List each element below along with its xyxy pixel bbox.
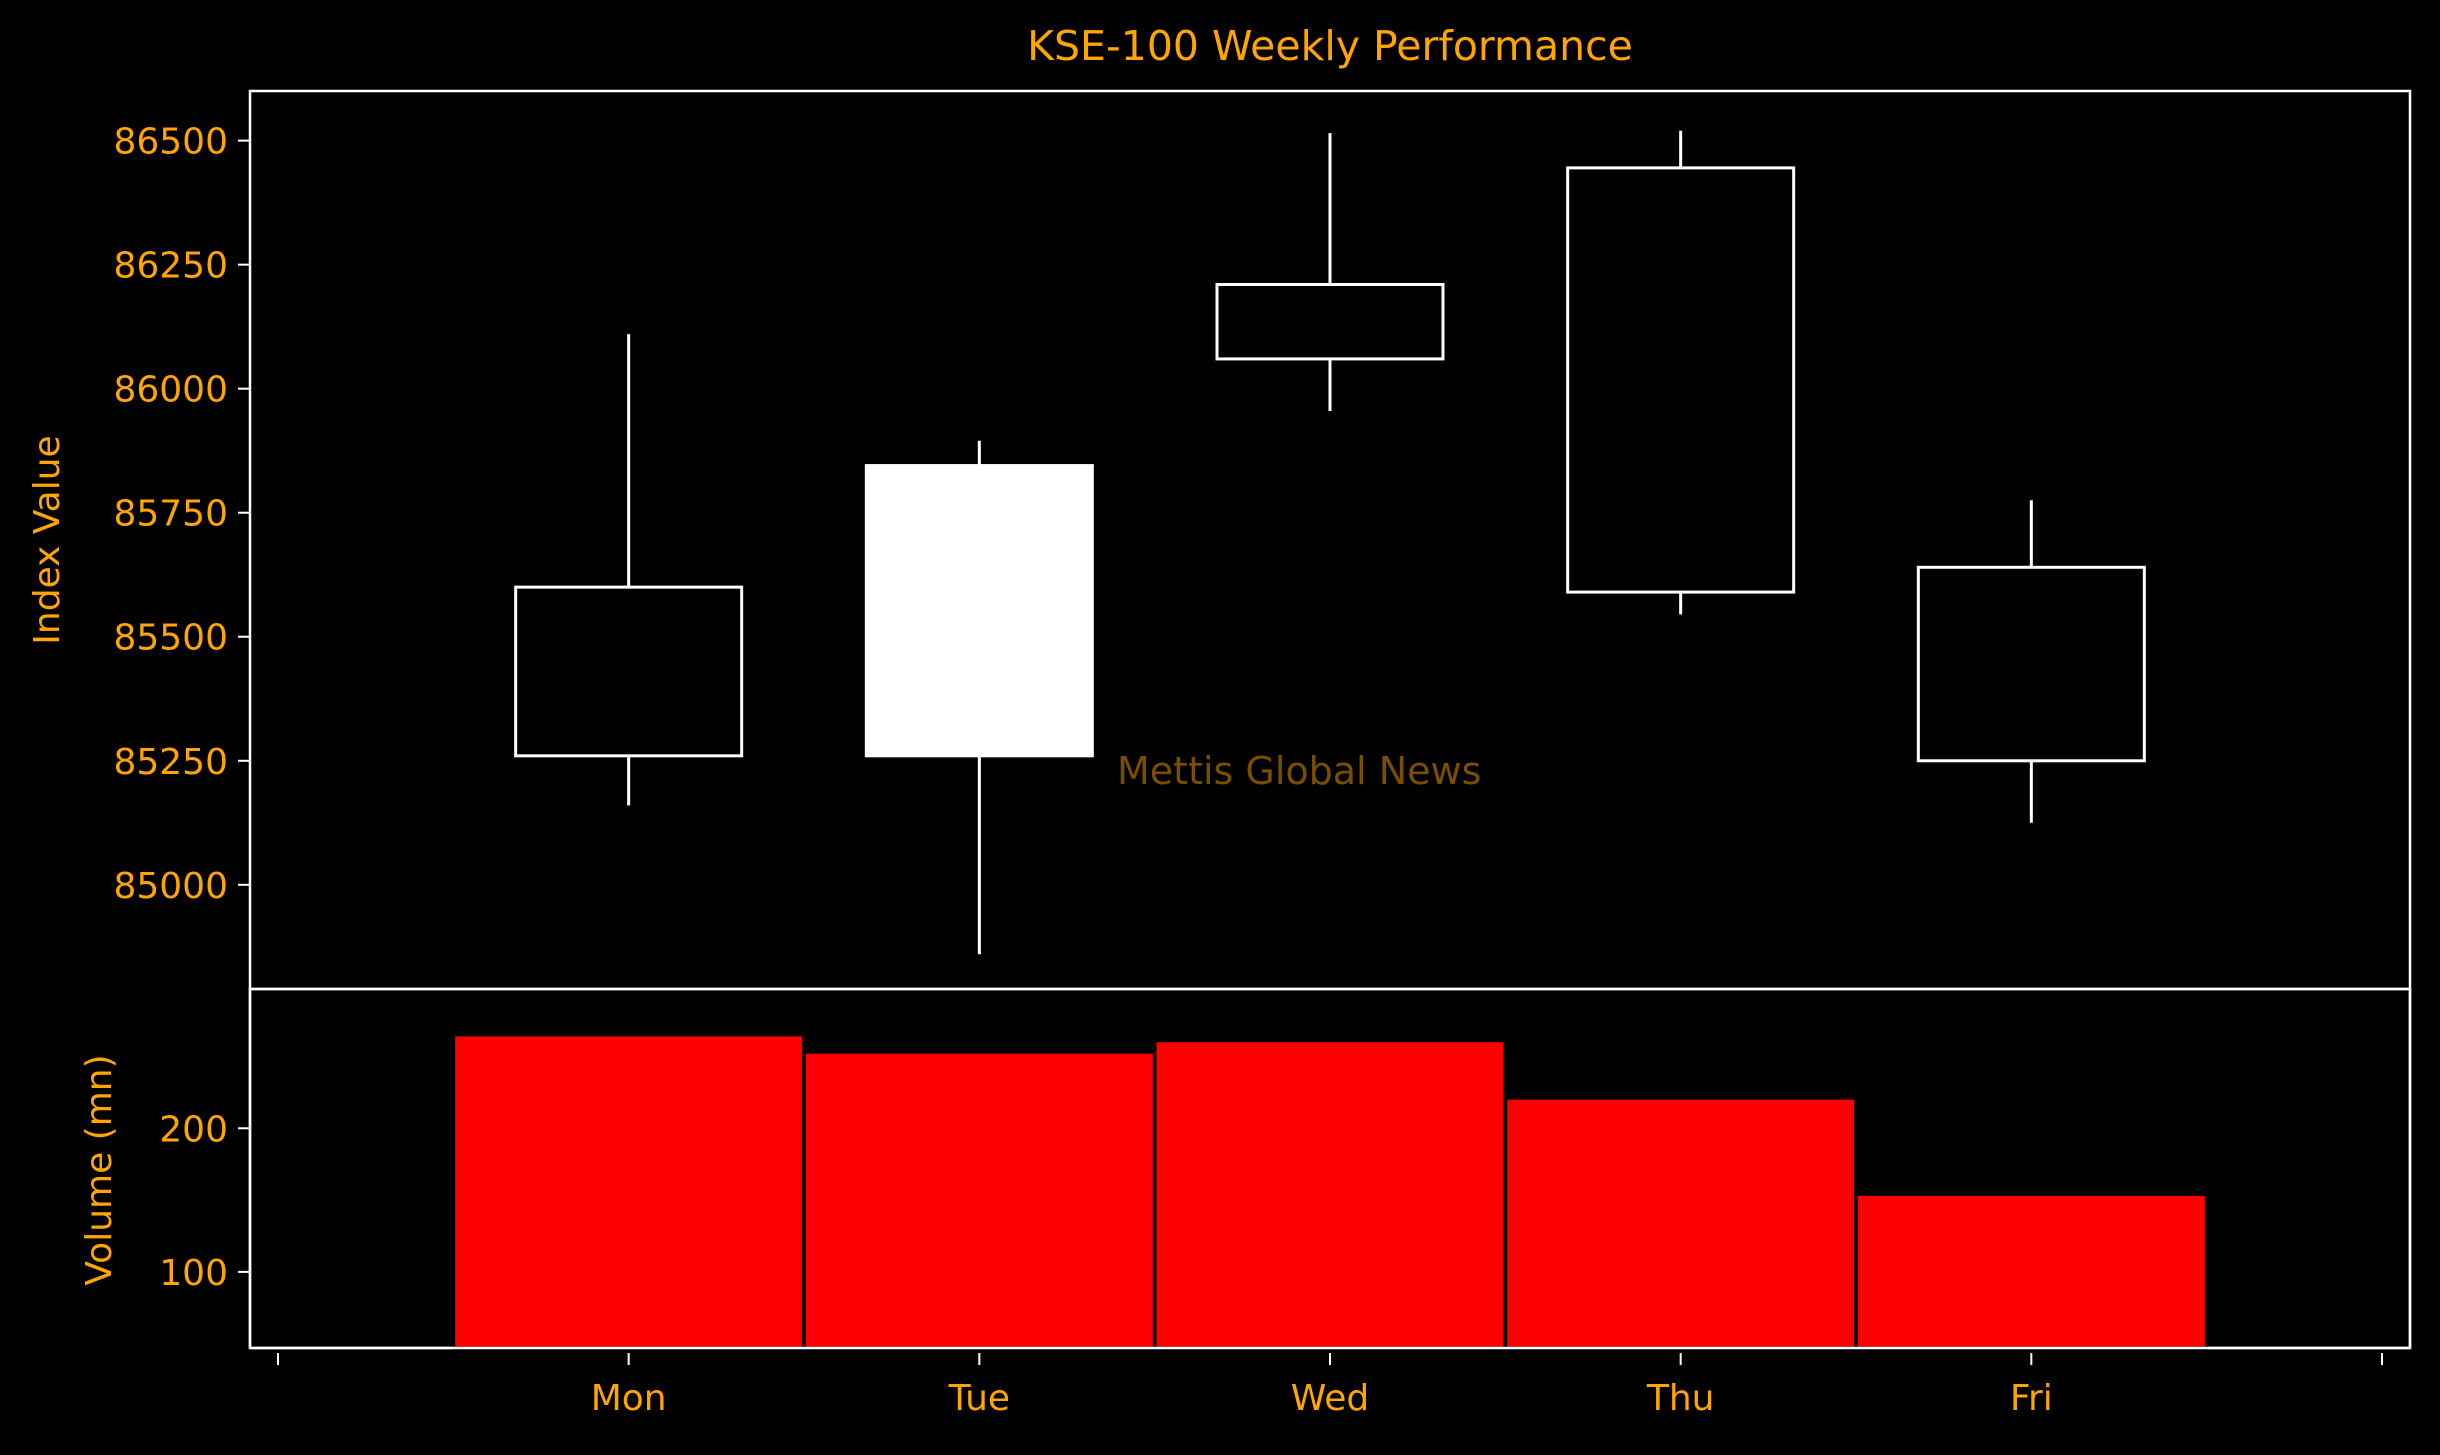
volume-bar-thu [1504, 1096, 1858, 1350]
price-y-tick-label: 86250 [113, 246, 228, 287]
price-panel: 85000 85250 85500 85750 86000 86250 86500 [113, 89, 2412, 991]
volume-bar-fri [1854, 1192, 2208, 1350]
price-y-tick-label: 85000 [113, 866, 228, 907]
price-y-axis-label: Index Value [27, 435, 68, 644]
volume-y-axis-label: Volume (mn) [79, 1054, 120, 1285]
volume-bar-tue [802, 1050, 1156, 1350]
x-tick-label-fri: Fri [2010, 1378, 2053, 1419]
x-tick-label-thu: Thu [1646, 1378, 1715, 1419]
price-y-tick-label: 86500 [113, 122, 228, 163]
price-y-tick-label: 85750 [113, 494, 228, 535]
volume-y-tick-label: 200 [159, 1109, 228, 1150]
x-tick-label-wed: Wed [1291, 1378, 1370, 1419]
x-axis: Mon Tue Wed Thu Fri [277, 1353, 2383, 1419]
volume-bar-wed [1153, 1039, 1507, 1350]
price-y-tick-label: 85250 [113, 742, 228, 783]
x-tick-label-tue: Tue [948, 1378, 1011, 1419]
candle-body-tue [864, 464, 1094, 758]
price-y-tick-label: 85500 [113, 618, 228, 659]
price-y-tick-label: 86000 [113, 370, 228, 411]
x-tick-label-mon: Mon [591, 1378, 667, 1419]
volume-bar-mon [452, 1033, 806, 1350]
watermark-text: Mettis Global News [1117, 749, 1481, 793]
candle-body-mon [514, 585, 744, 758]
chart-title: KSE-100 Weekly Performance [1027, 22, 1633, 70]
candle-body-wed [1215, 282, 1445, 361]
candle-body-thu [1566, 166, 1796, 594]
volume-y-tick-label: 100 [159, 1253, 228, 1294]
volume-panel: 100 200 [159, 987, 2412, 1350]
candle-body-fri [1916, 565, 2146, 763]
